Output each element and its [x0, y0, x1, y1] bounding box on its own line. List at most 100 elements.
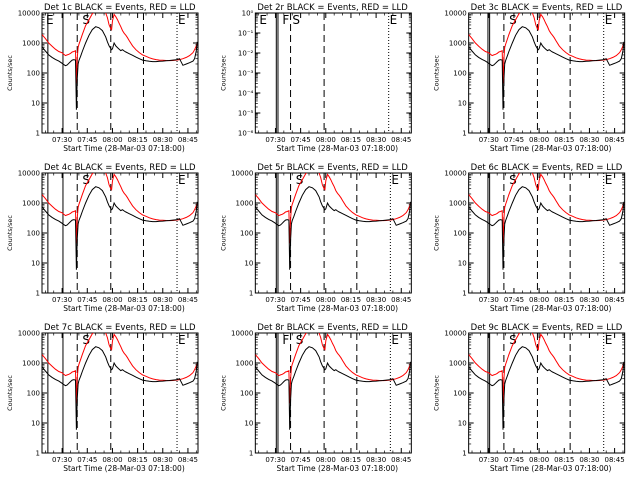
flag-s: S [296, 173, 304, 187]
y-tick-label: 10000 [231, 330, 253, 338]
x-axis-label: Start Time (28-Mar-03 07:18:00) [490, 464, 612, 473]
flag-e: E [259, 13, 267, 27]
plot-frame [468, 332, 626, 454]
series-lld-line [42, 13, 198, 84]
y-tick-label: 10000 [18, 330, 40, 338]
x-tick-label: 08:45 [178, 296, 198, 304]
panel-title: Det 2r BLACK = Events, RED = LLD [257, 3, 408, 13]
x-tick-label: 08:45 [605, 456, 625, 464]
flag-e: E [390, 13, 398, 27]
x-axis-label: Start Time (28-Mar-03 07:18:00) [490, 144, 612, 153]
x-tick-label: 08:45 [605, 296, 625, 304]
y-tick-label: 1 [462, 130, 466, 138]
flag-s: S [82, 13, 90, 27]
plot-frame [254, 12, 412, 134]
x-tick-label: 07:45 [77, 136, 97, 144]
panel-title: Det 5r BLACK = Events, RED = LLD [257, 163, 408, 173]
x-tick-label: 08:45 [178, 456, 198, 464]
x-tick-label: 07:45 [504, 136, 524, 144]
series-lld-line [42, 173, 198, 244]
x-tick-label: 08:30 [153, 136, 173, 144]
series-events-line [255, 186, 411, 270]
y-tick-label: 10 [31, 420, 40, 428]
y-tick-label: 1000 [22, 40, 40, 48]
flag-s: S [509, 13, 517, 27]
series-events-line [255, 346, 411, 430]
flag-e: E [178, 13, 186, 27]
y-tick-label: 1 [462, 450, 466, 458]
y-tick-label: 1000 [449, 200, 467, 208]
flag-e: E [391, 333, 399, 347]
panel-title: Det 7c BLACK = Events, RED = LLD [44, 323, 196, 333]
x-tick-label: 07:30 [479, 456, 499, 464]
y-tick-label: 10 [458, 260, 467, 268]
x-tick-label: 08:00 [316, 136, 336, 144]
y-tick-label: 10000 [231, 170, 253, 178]
y-tick-label: 10⁻⁵ [238, 110, 254, 118]
panel-title: Det 3c BLACK = Events, RED = LLD [471, 3, 623, 13]
x-tick-label: 08:30 [366, 136, 386, 144]
series-lld-line [42, 333, 198, 404]
flag-s: S [292, 13, 300, 27]
x-tick-label: 08:15 [341, 456, 361, 464]
y-axis-label: Counts/sec [6, 55, 14, 91]
x-tick-label: 07:30 [265, 456, 285, 464]
y-axis-label: Counts/sec [6, 215, 14, 251]
panel-det-3: Det 3c BLACK = Events, RED = LLD 1 10 100 10… [433, 3, 626, 153]
panel-title: Det 6c BLACK = Events, RED = LLD [471, 163, 623, 173]
y-tick-label: 1 [36, 450, 40, 458]
flag-e: E [391, 173, 399, 187]
x-tick-label: 07:30 [479, 296, 499, 304]
y-tick-label: 100 [240, 230, 253, 238]
series-lld-line [468, 13, 625, 84]
y-tick-label: 10⁻⁴ [238, 90, 254, 98]
series-lld-line [255, 173, 411, 244]
x-tick-label: 08:30 [366, 296, 386, 304]
y-tick-label: 10 [244, 420, 253, 428]
flag-e: E [46, 13, 54, 27]
series-lld-line [255, 333, 411, 404]
series-events-line [468, 26, 625, 110]
x-tick-label: 08:15 [128, 456, 148, 464]
y-tick-label: 10 [458, 420, 467, 428]
x-tick-label: 07:45 [291, 296, 311, 304]
plot-frame [468, 172, 626, 294]
y-axis-label: Counts/sec [6, 375, 14, 411]
x-tick-label: 07:45 [77, 296, 97, 304]
x-axis-label: Start Time (28-Mar-03 07:18:00) [63, 144, 185, 153]
y-tick-label: 1 [249, 450, 253, 458]
x-tick-label: 07:30 [52, 456, 72, 464]
y-tick-label: 10 [31, 100, 40, 108]
y-tick-label: 1000 [22, 200, 40, 208]
flag-s: S [509, 173, 517, 187]
x-tick-label: 08:15 [554, 136, 574, 144]
x-tick-label: 08:45 [605, 136, 625, 144]
x-tick-label: 07:45 [291, 456, 311, 464]
flag-s: S [509, 333, 517, 347]
panel-det-1: Det 1c BLACK = Events, RED = LLD 1 10 100 10… [6, 3, 199, 153]
x-tick-label: 08:00 [102, 136, 122, 144]
series-events-line [42, 346, 198, 430]
y-tick-label: 10000 [18, 170, 40, 178]
x-tick-label: 08:00 [316, 456, 336, 464]
panel-title: Det 8r BLACK = Events, RED = LLD [257, 323, 408, 333]
y-tick-label: 10⁻² [238, 50, 254, 58]
y-tick-label: 100 [453, 390, 466, 398]
y-tick-label: 1000 [236, 360, 254, 368]
y-axis-label: Counts/sec [219, 55, 227, 91]
x-tick-label: 08:30 [579, 136, 599, 144]
panel-det-9: Det 9c BLACK = Events, RED = LLD 1 10 100 10… [433, 323, 626, 473]
x-axis-label: Start Time (28-Mar-03 07:18:00) [63, 304, 185, 313]
y-axis-label: Counts/sec [433, 55, 441, 91]
x-tick-label: 08:15 [341, 296, 361, 304]
y-axis-label: Counts/sec [219, 375, 227, 411]
panel-title: Det 1c BLACK = Events, RED = LLD [44, 3, 196, 13]
plot-frame [254, 172, 412, 294]
x-tick-label: 07:45 [77, 456, 97, 464]
x-tick-label: 08:30 [366, 456, 386, 464]
y-tick-label: 1000 [236, 200, 254, 208]
y-tick-label: 1 [36, 290, 40, 298]
x-tick-label: 08:45 [391, 136, 411, 144]
y-tick-label: 100 [27, 70, 40, 78]
y-tick-label: 100 [453, 70, 466, 78]
